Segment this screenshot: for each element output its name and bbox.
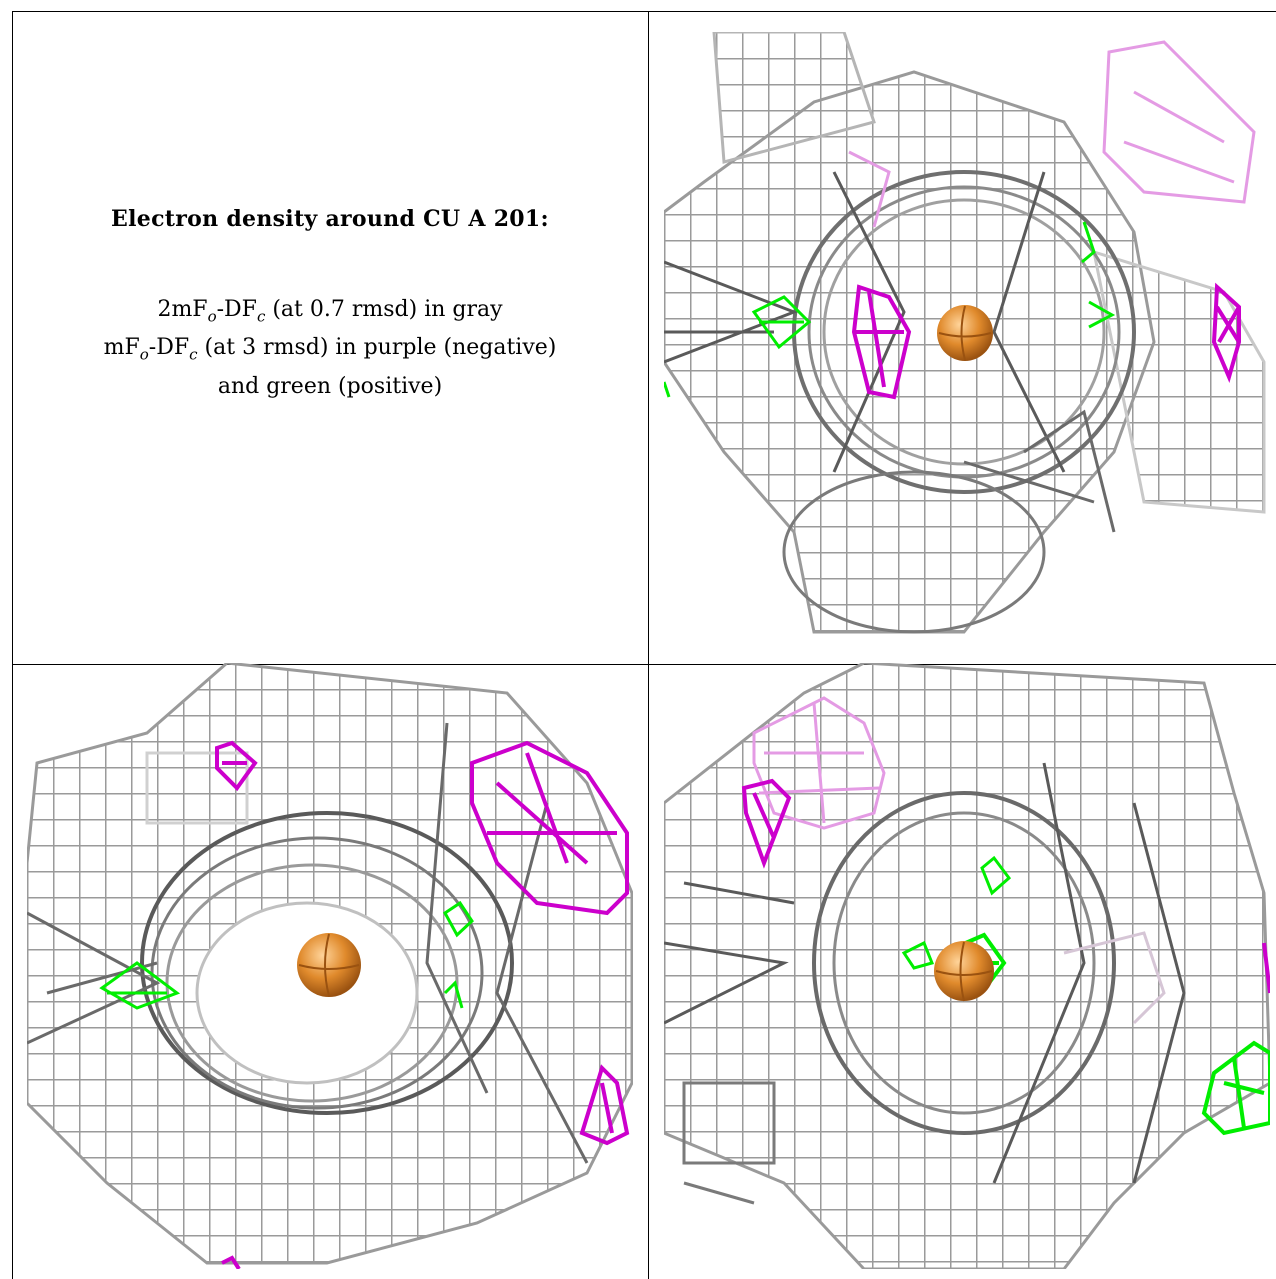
density-mesh-svg (664, 663, 1270, 1269)
caption-line-green: and green (positive) (217, 373, 443, 399)
density-view-bottom-right (664, 663, 1270, 1269)
density-view-bottom-left (27, 663, 633, 1269)
left-border (12, 11, 13, 1279)
vertical-divider (648, 11, 649, 1279)
gray-density-mesh (664, 32, 1266, 634)
copper-atom (934, 941, 994, 1002)
copper-atom (937, 305, 993, 361)
purple-negative-density (741, 696, 1270, 994)
copper-atom (297, 933, 361, 997)
caption-line-2fo: 2mFo-DFc (at 0.7 rmsd) in gray (157, 297, 503, 326)
purple-negative-density (848, 40, 1256, 400)
caption-cell: Electron density around CU A 201: 2mFo-D… (12, 11, 648, 653)
top-border (12, 11, 1276, 12)
green-positive-density (664, 221, 1116, 398)
caption-line-fofc: mFo-DFc (at 3 rmsd) in purple (negative) (103, 335, 557, 364)
green-positive-density (99, 900, 474, 1010)
density-mesh-svg (664, 32, 1266, 634)
density-mesh-svg (27, 663, 633, 1269)
density-view-top-right (664, 32, 1270, 636)
caption-title: Electron density around CU A 201: (111, 206, 549, 232)
horizontal-divider (12, 664, 1276, 665)
figure-frame (12, 11, 1276, 1279)
purple-negative-density (215, 740, 630, 1269)
